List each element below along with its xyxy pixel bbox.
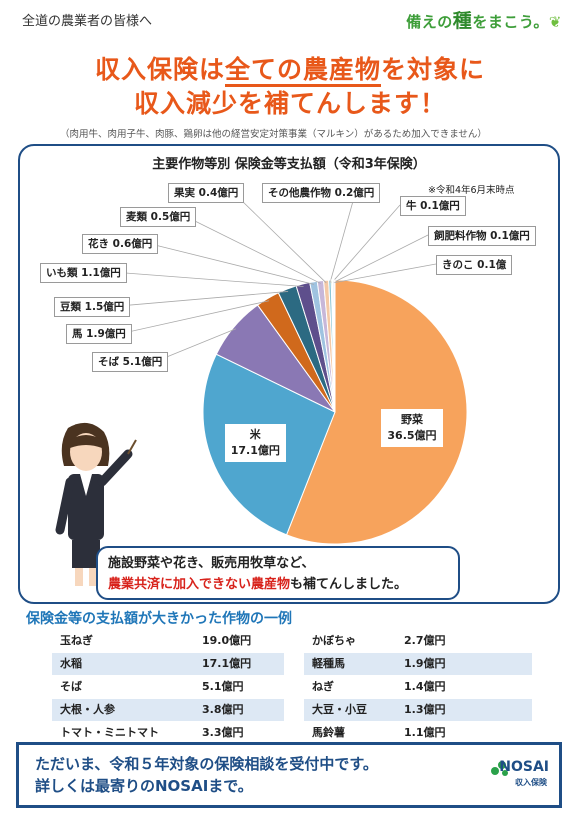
table-row: 玉ねぎ 19.0億円	[52, 630, 284, 652]
callout-line1: 施設野菜や花き、販売用牧草など、	[108, 556, 315, 571]
footer-line1: ただいま、令和５年対象の保険相談を受付中です。	[35, 755, 378, 773]
addressee: 全道の農業者の皆様へ	[22, 14, 153, 29]
crop-name: そば	[60, 680, 82, 693]
slice-label-豆類: 豆類 1.5億円	[54, 297, 131, 317]
slogan-logo: 備えの種をまこう。❦	[406, 6, 562, 33]
crop-name: 玉ねぎ	[60, 634, 93, 647]
chart-title: 主要作物等別 保険金等支払額（令和3年保険）	[152, 157, 426, 172]
slice-label-いも類: いも類 1.1億円	[40, 263, 127, 283]
leader-line-飼肥料作物	[332, 234, 429, 284]
slice-label-その他農作物: その他農作物 0.2億円	[262, 183, 381, 203]
table-row: 馬鈴薯 1.1億円	[304, 722, 532, 744]
table-row: そば 5.1億円	[52, 676, 284, 698]
crop-name: 水稲	[60, 657, 82, 670]
sprout-icon: ❦	[548, 13, 562, 31]
leader-line-きのこ	[334, 263, 437, 284]
slice-label-花き: 花き 0.6億円	[82, 234, 159, 254]
as-of-date: ※令和4年6月末時点	[428, 185, 515, 196]
slice-label-name: 野菜	[400, 413, 423, 427]
chart-panel	[18, 144, 560, 604]
crop-amount: 5.1億円	[202, 680, 244, 693]
crop-name: 大豆・小豆	[312, 703, 367, 716]
slice-label-飼肥料作物: 飼肥料作物 0.1億円	[428, 226, 536, 246]
table-row: 水稲 17.1億円	[52, 653, 284, 675]
crop-amount: 1.9億円	[404, 657, 446, 670]
crop-amount: 2.7億円	[404, 634, 446, 647]
table-row: 大根・人参 3.8億円	[52, 699, 284, 721]
leader-line-いも類	[111, 271, 304, 287]
leader-line-豆類	[118, 291, 289, 307]
slice-label-米: 米 17.1億円	[224, 423, 286, 462]
headline-l1-ul1: 全ての	[224, 55, 303, 87]
crop-amount: 1.3億円	[404, 703, 446, 716]
leader-line-そば	[156, 328, 237, 362]
slice-label-value: 17.1億円	[230, 443, 280, 457]
headline-l1-ul2: 農産物	[303, 55, 382, 87]
slice-label-きのこ: きのこ 0.1億	[436, 255, 513, 275]
crop-amount: 19.0億円	[202, 634, 252, 647]
crop-name: 大根・人参	[60, 703, 115, 716]
crop-amount: 3.3億円	[202, 726, 244, 739]
leader-line-その他農作物	[329, 191, 356, 283]
crop-name: 軽種馬	[312, 657, 345, 670]
leader-line-果実	[232, 191, 327, 284]
crop-name: かぼちゃ	[312, 634, 356, 647]
slice-label-馬: 馬 1.9億円	[66, 324, 132, 344]
slogan-post: をまこう。	[472, 13, 549, 31]
crop-name: トマト・ミニトマト	[60, 726, 159, 739]
leader-line-花き	[146, 242, 314, 285]
headline-l1-post: を対象に	[381, 55, 486, 84]
slice-label-麦類: 麦類 0.5億円	[120, 207, 197, 227]
crop-amount: 1.4億円	[404, 680, 446, 693]
pie-slice-野菜	[285, 279, 468, 545]
nosai-logo-text: NOSAI	[499, 759, 549, 775]
pie-slice-きのこ	[333, 279, 336, 413]
table-row: 軽種馬 1.9億円	[304, 653, 532, 675]
slice-label-野菜: 野菜 36.5億円	[381, 409, 443, 448]
callout-line2: 農業共済に加入できない農産物も補てんしました。	[108, 574, 448, 595]
callout-highlight: 農業共済に加入できない農産物	[108, 577, 291, 592]
examples-title: 保険金等の支払額が大きかった作物の一例	[26, 611, 292, 627]
table-row: かぼちゃ 2.7億円	[304, 630, 532, 652]
presenter-illustration	[55, 422, 137, 586]
footer-message: ただいま、令和５年対象の保険相談を受付中です。 詳しくは最寄りのNOSAIまで。	[35, 753, 378, 797]
nosai-logo-sub: 収入保険	[515, 778, 547, 787]
slice-label-牛: 牛 0.1億円	[400, 196, 466, 216]
slice-label-果実: 果実 0.4億円	[168, 183, 245, 203]
leader-line-麦類	[184, 215, 321, 284]
exclusion-note: （肉用牛、肉用子牛、肉豚、鶏卵は他の経営安定対策事業（マルキン）があるため加入で…	[60, 129, 487, 140]
crop-amount: 17.1億円	[202, 657, 252, 670]
slice-label-value: 36.5億円	[387, 429, 437, 443]
crop-name: 馬鈴薯	[312, 726, 345, 739]
nosai-logo-icon	[491, 761, 508, 776]
table-row: ねぎ 1.4億円	[304, 676, 532, 698]
coverage-callout: 施設野菜や花き、販売用牧草など、 農業共済に加入できない農産物も補てんしました。	[96, 546, 460, 600]
table-row: 大豆・小豆 1.3億円	[304, 699, 532, 721]
table-row: トマト・ミニトマト 3.3億円	[52, 722, 284, 744]
crop-name: ねぎ	[312, 680, 334, 693]
headline-line2: 収入減少を補てんします！	[133, 89, 446, 118]
callout-line2-post: も補てんしました。	[290, 577, 408, 592]
leader-line-馬	[123, 300, 270, 334]
footer-line2: 詳しくは最寄りのNOSAIまで。	[35, 777, 253, 795]
footer-box: ただいま、令和５年対象の保険相談を受付中です。 詳しくは最寄りのNOSAIまで。…	[16, 742, 562, 808]
headline-l1-pre: 収入保険は	[94, 55, 225, 84]
headline-line1: 収入保険は全ての農産物を対象に	[0, 50, 580, 87]
slice-label-そば: そば 5.1億円	[92, 352, 169, 372]
crop-amount: 1.1億円	[404, 726, 446, 739]
leader-line-牛	[331, 204, 401, 283]
slogan-pre: 備えの	[406, 13, 453, 31]
slice-label-name: 米	[249, 427, 261, 441]
crop-amount: 3.8億円	[202, 703, 244, 716]
slogan-kanji: 種	[452, 10, 473, 32]
